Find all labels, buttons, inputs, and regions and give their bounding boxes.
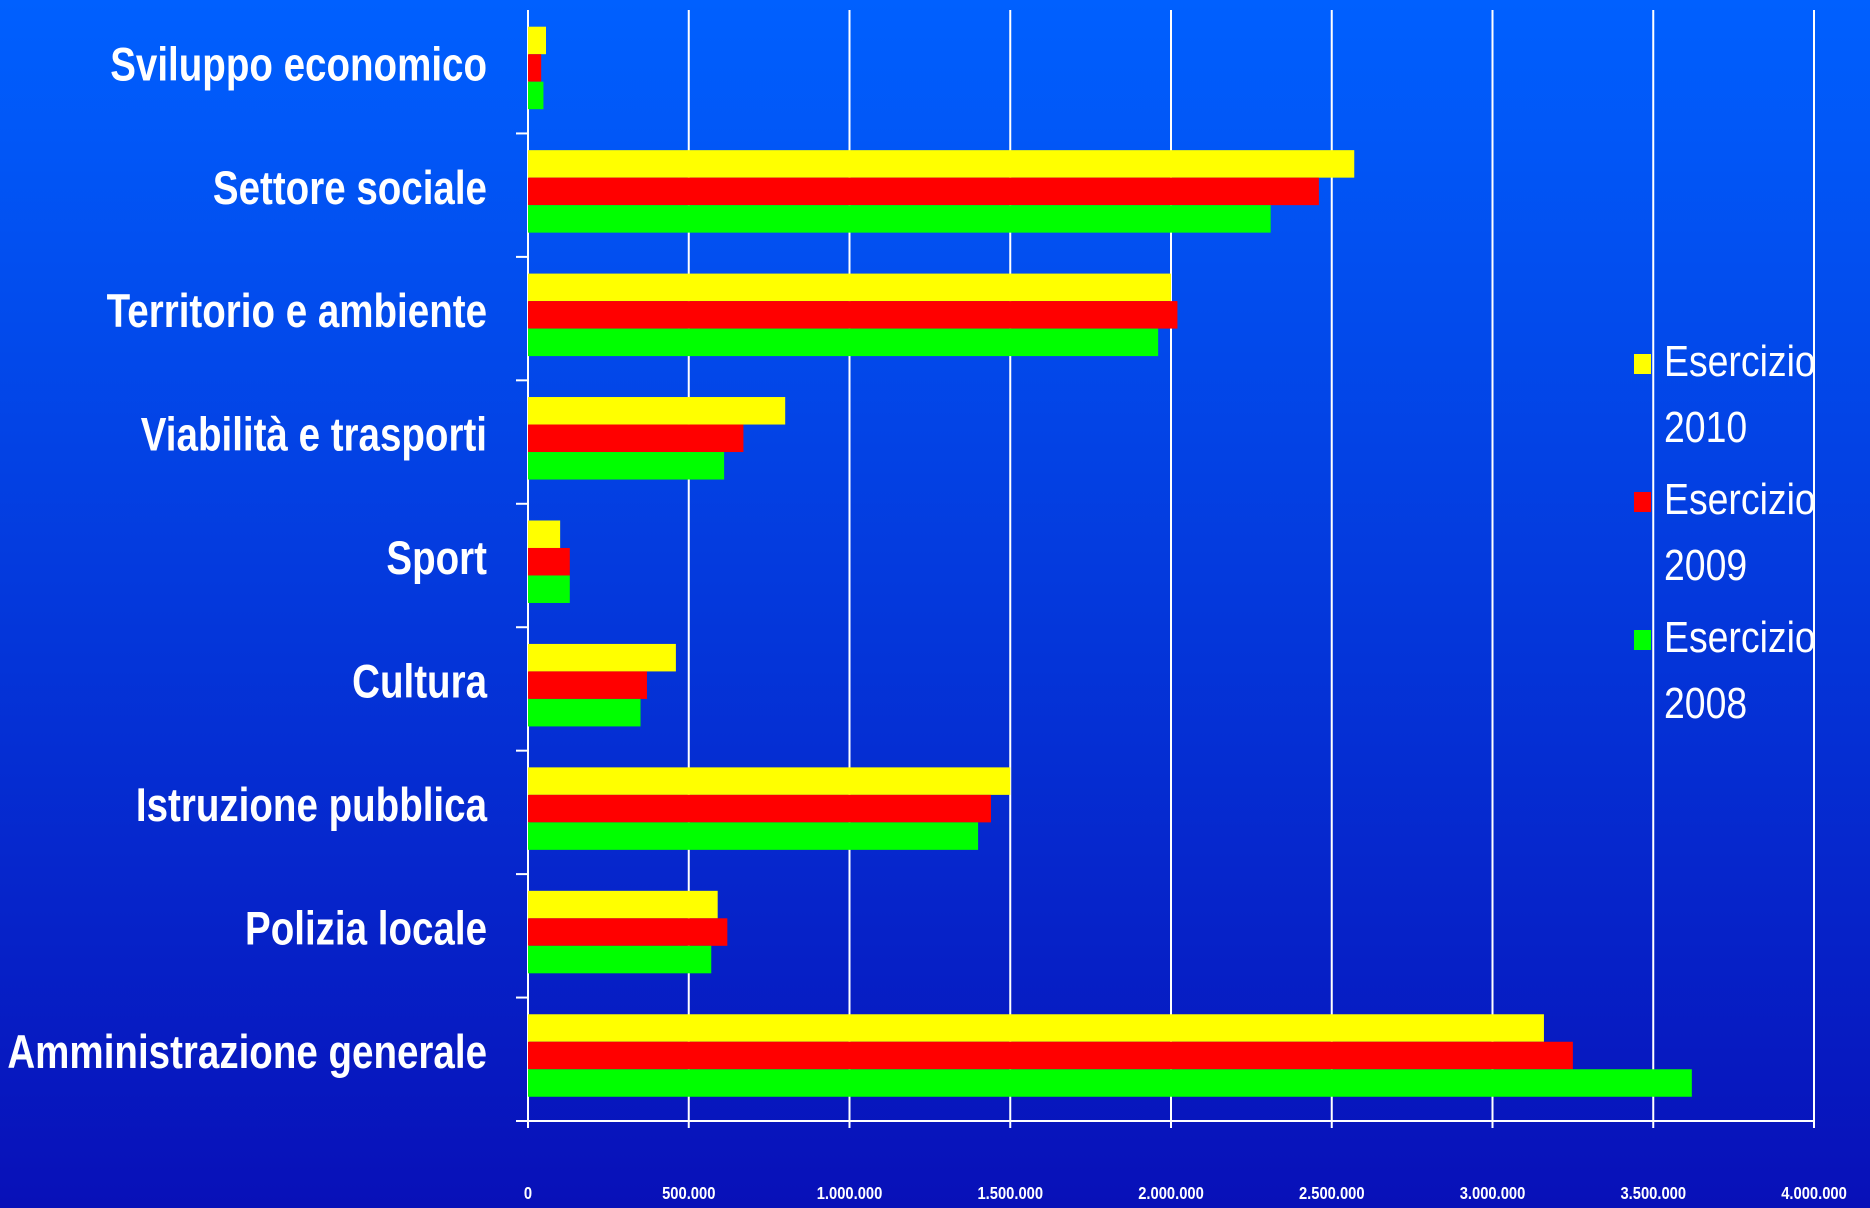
x-tick-label-group: 3.500.000: [1620, 1183, 1686, 1203]
x-tick-label: 500.000: [662, 1183, 715, 1203]
bar: [528, 273, 1171, 302]
x-tick-label: 0: [524, 1183, 532, 1203]
y-tick-label: Territorio e ambiente: [107, 286, 487, 338]
y-tick-label: Amministrazione generale: [7, 1026, 487, 1078]
legend-swatch: [1634, 354, 1651, 374]
y-tick-label: Istruzione pubblica: [136, 779, 488, 831]
bar: [528, 328, 1159, 357]
bar: [528, 575, 570, 603]
x-tick-label-group: 0: [524, 1183, 532, 1203]
bar: [528, 1069, 1692, 1097]
bar: [528, 81, 544, 110]
legend-label-group: Esercizio 2008: [1664, 612, 1826, 728]
bar: [528, 698, 641, 727]
y-tick-label-group: Settore sociale: [213, 162, 487, 214]
y-tick-label-group: Cultura: [352, 656, 488, 708]
x-tick-label: 4.000.000: [1781, 1183, 1847, 1203]
x-tick-label: 2.500.000: [1299, 1183, 1365, 1203]
bar: [528, 452, 725, 480]
legend-label-group: Esercizio 2010: [1664, 336, 1826, 452]
legend-label: Esercizio 2008: [1664, 612, 1826, 728]
bar: [528, 918, 728, 946]
legend-swatch: [1634, 630, 1651, 650]
y-tick-label: Sviluppo economico: [110, 39, 487, 91]
x-tick-label: 1.500.000: [977, 1183, 1043, 1203]
bar: [528, 301, 1178, 329]
x-tick-label-group: 1.000.000: [817, 1183, 883, 1203]
bar: [528, 767, 1011, 795]
x-tick-label-group: 4.000.000: [1781, 1183, 1847, 1203]
y-tick-label-group: Viabilità e trasporti: [141, 409, 487, 461]
bar: [528, 1041, 1573, 1070]
bar: [528, 822, 979, 850]
y-tick-label-group: Territorio e ambiente: [107, 286, 487, 338]
bar: [528, 205, 1271, 233]
legend-label-group: Esercizio 2009: [1664, 474, 1826, 590]
y-tick-label: Cultura: [352, 656, 488, 708]
legend-swatch: [1634, 492, 1651, 512]
bar: [528, 54, 542, 82]
bar: [528, 794, 991, 823]
x-tick-label-group: 500.000: [662, 1183, 715, 1203]
x-tick-label-group: 1.500.000: [977, 1183, 1043, 1203]
legend-label: Esercizio 2010: [1664, 336, 1826, 452]
x-tick-label-group: 2.500.000: [1299, 1183, 1365, 1203]
x-tick-label-group: 2.000.000: [1138, 1183, 1204, 1203]
bar: [528, 397, 786, 425]
bar: [528, 177, 1319, 206]
y-tick-label: Viabilità e trasporti: [141, 409, 487, 461]
y-tick-label-group: Amministrazione generale: [7, 1026, 487, 1078]
bar: [528, 945, 712, 974]
y-tick-label-group: Sviluppo economico: [110, 39, 487, 91]
y-tick-label-group: Sport: [386, 533, 487, 585]
y-tick-label: Settore sociale: [213, 162, 487, 214]
y-tick-label: Sport: [386, 533, 487, 585]
x-tick-label: 3.500.000: [1620, 1183, 1686, 1203]
y-tick-label: Polizia locale: [245, 903, 487, 955]
bar: [528, 1014, 1544, 1042]
legend-label: Esercizio 2009: [1664, 474, 1826, 590]
x-tick-label: 3.000.000: [1460, 1183, 1526, 1203]
x-tick-label-group: 3.000.000: [1460, 1183, 1526, 1203]
bar: [528, 150, 1355, 178]
bar: [528, 643, 676, 672]
x-tick-label: 1.000.000: [817, 1183, 883, 1203]
bar: [528, 547, 570, 576]
bar: [528, 671, 647, 699]
bar: [528, 424, 744, 453]
y-tick-label-group: Polizia locale: [245, 903, 487, 955]
bar: [528, 890, 718, 919]
bar: [528, 520, 561, 548]
y-tick-label-group: Istruzione pubblica: [136, 779, 488, 831]
x-tick-label: 2.000.000: [1138, 1183, 1204, 1203]
bar: [528, 26, 547, 55]
